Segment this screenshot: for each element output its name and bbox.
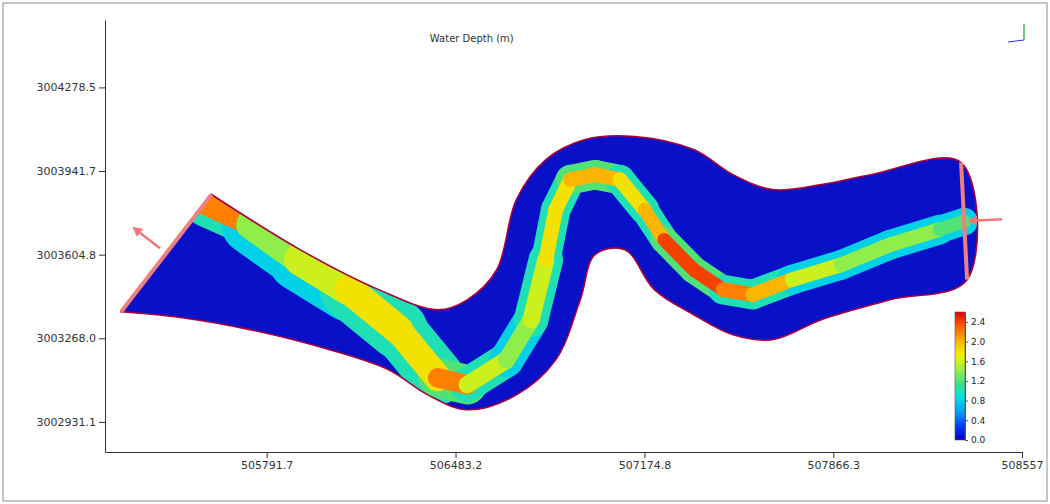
channel-edge-depth (546, 210, 556, 260)
channel-edge-depth (940, 222, 965, 230)
colorbar-tick-mark (965, 420, 968, 421)
y-tick-mark (99, 338, 105, 339)
x-tick: 506483.2 (430, 452, 483, 472)
x-tick-label: 508557 (1002, 459, 1044, 472)
colorbar-tick-mark (965, 381, 968, 382)
y-tick-label: 3002931.1 (37, 416, 97, 429)
open-boundaries (121, 163, 1002, 312)
y-tick-label: 3004278.5 (37, 81, 97, 94)
y-tick: 3003604.8 (37, 249, 106, 262)
colorbar-tick-mark (965, 401, 968, 402)
channel-thalweg-depth (940, 222, 965, 230)
colorbar-tick: 0.0 (965, 435, 986, 445)
y-axis: 3002931.1 3003268.0 3003604.8 3003941.7 3004… (37, 21, 106, 453)
colorbar-tick-label: 0.4 (971, 416, 986, 426)
x-tick-label: 505791.7 (241, 459, 294, 472)
y-tick-label: 3003941.7 (37, 165, 97, 178)
flow-arrow (136, 230, 160, 248)
colorbar-axis: 0.0 0.4 0.8 1.2 1.6 2.0 2.4 (965, 313, 986, 446)
x-tick-label: 507866.3 (808, 459, 861, 472)
colorbar-tick-label: 0.8 (971, 396, 986, 406)
y-tick: 3003941.7 (37, 165, 106, 178)
open-boundary-line (121, 195, 211, 312)
y-tick-mark (99, 422, 105, 423)
model-domain (121, 136, 977, 410)
open-boundary-line (961, 163, 967, 280)
y-tick: 3002931.1 (37, 416, 106, 429)
colorbar-tick: 2.4 (965, 317, 986, 327)
x-tick-mark (644, 452, 645, 458)
colorbar-tick: 2.0 (965, 337, 986, 347)
colorbar-tick-label: 1.2 (971, 376, 985, 386)
triad-x (1008, 40, 1024, 42)
y-axis-line (105, 21, 106, 453)
colorbar-tick: 1.2 (965, 376, 985, 386)
colorbar-tick-mark (965, 342, 968, 343)
x-tick: 508557 (1002, 452, 1044, 472)
x-tick-mark (456, 452, 457, 458)
x-tick: 507866.3 (808, 452, 861, 472)
colorbar-tick-mark (965, 440, 968, 441)
x-tick-label: 506483.2 (430, 459, 483, 472)
orientation-triad (1008, 24, 1024, 42)
y-tick-mark (99, 87, 105, 88)
triad-y (1023, 24, 1024, 40)
x-tick: 505791.7 (241, 452, 294, 472)
channel-thalweg-depth (792, 265, 841, 280)
channel-thalweg-depth (531, 260, 546, 320)
x-axis-line (106, 452, 1023, 453)
colorbar-tick: 0.4 (965, 416, 986, 426)
channel-edge-depth (890, 230, 939, 245)
domain-outline (121, 136, 977, 410)
y-tick-mark (99, 171, 105, 172)
y-tick-label: 3003268.0 (37, 332, 97, 345)
x-tick: 507174.8 (619, 452, 672, 472)
channel-thalweg-depth (546, 210, 556, 260)
y-tick-label: 3003604.8 (37, 249, 97, 262)
colorbar (955, 312, 965, 440)
y-tick-mark (99, 255, 105, 256)
channel-thalweg-depth (890, 230, 939, 245)
colorbar-tick-mark (965, 322, 968, 323)
title: Water Depth (m) (430, 33, 514, 44)
plot-area (121, 136, 977, 410)
x-tick-mark (833, 452, 834, 458)
x-tick-label: 507174.8 (619, 459, 672, 472)
figure-frame (3, 3, 1047, 501)
colorbar-tick-label: 0.0 (971, 435, 986, 445)
x-tick-mark (267, 452, 268, 458)
channel-edge-depth (531, 260, 546, 320)
colorbar-tick: 1.6 (965, 357, 986, 367)
colorbar-tick-mark (965, 361, 968, 362)
colorbar-tick-label: 2.0 (971, 337, 986, 347)
y-tick: 3004278.5 (37, 81, 106, 94)
channel-thalweg-depth (841, 245, 890, 265)
map-figure: 505791.7 506483.2 507174.8 507866.3 508557 30… (0, 0, 1050, 504)
colorbar-tick-label: 1.6 (971, 357, 986, 367)
y-tick: 3003268.0 (37, 332, 106, 345)
flow-arrow (972, 219, 1002, 221)
channel-edge-depth (841, 245, 890, 265)
x-axis: 505791.7 506483.2 507174.8 507866.3 508557 (106, 452, 1044, 472)
x-tick-mark (1022, 452, 1023, 458)
colorbar-tick: 0.8 (965, 396, 986, 406)
colorbar-tick-label: 2.4 (971, 317, 986, 327)
